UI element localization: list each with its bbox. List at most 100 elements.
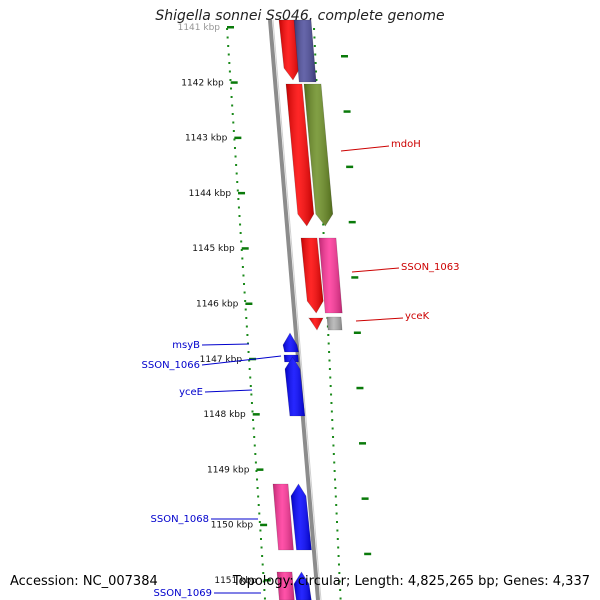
ruler-dot	[237, 198, 240, 200]
gene-label-leader	[201, 343, 250, 346]
ruler-dot	[228, 62, 231, 64]
ruler-dot	[232, 130, 235, 132]
cds-reverse-block-shading	[277, 572, 295, 600]
ruler-dot	[254, 461, 257, 464]
ruler-dot	[329, 385, 332, 387]
ruler-dot	[315, 79, 318, 81]
ruler-dot	[236, 181, 239, 183]
ruler-tick-label: 1146 kbp	[196, 300, 239, 310]
gene-label-leader	[355, 317, 404, 322]
ruler-tick-mark	[353, 331, 361, 334]
ruler-tick-mark	[234, 136, 242, 140]
backbone-line	[268, 19, 320, 600]
ruler-dot	[263, 597, 266, 600]
ruler-dot	[244, 300, 247, 302]
gene-block-mdoH-shading	[304, 84, 333, 226]
ruler-dot	[227, 53, 230, 56]
ruler-dot	[243, 291, 246, 294]
gene-block-SSON_1069-shading	[294, 572, 312, 600]
ruler-dot	[250, 402, 253, 404]
ruler-dot	[256, 487, 259, 489]
ruler-dot	[262, 572, 265, 574]
ruler-tick-mark	[351, 276, 359, 279]
cds-reverse-block-shading	[273, 484, 294, 550]
ruler-dot	[322, 232, 325, 234]
ruler-tick-mark	[341, 55, 348, 58]
ruler-dot	[315, 70, 318, 73]
ruler-dot	[339, 589, 342, 591]
gene-block-yceK-shading	[327, 317, 343, 330]
gene-block-yceE-shading	[285, 357, 305, 416]
ruler-dot	[249, 376, 252, 379]
ruler-tick-mark	[348, 220, 356, 224]
ruler-dot	[330, 402, 333, 404]
ruler-ticks: 1141 kbp 1142 kbp 1143 kbp 1144 kbp 1145 kbp…	[178, 23, 372, 586]
ruler-dot	[245, 317, 248, 319]
ruler-dot	[332, 436, 335, 438]
ruler-tick-mark	[238, 191, 246, 195]
accession-label: Accession: NC_007384	[10, 574, 158, 589]
ruler-dot	[231, 104, 234, 107]
ruler-dot	[257, 504, 260, 506]
gene-label-SSON_1069: SSON_1069	[154, 588, 213, 599]
ruler-tick-mark	[356, 386, 364, 390]
ruler-tick-label: 1145 kbp	[192, 244, 235, 254]
ruler-dot	[253, 436, 256, 438]
ruler-tick-mark	[245, 302, 253, 305]
ruler-dot	[248, 359, 251, 362]
ruler-dot	[322, 223, 325, 226]
ruler-dot	[313, 28, 316, 30]
cds-forward-block-shading	[308, 318, 323, 330]
cds-forward-block-shading	[286, 84, 314, 226]
ruler-dot	[327, 342, 330, 345]
ruler-dot	[241, 266, 244, 268]
ruler-dot	[255, 470, 258, 472]
gene-label-SSON_1068: SSON_1068	[151, 514, 210, 525]
backbone-highlight	[272, 19, 322, 600]
ruler-dot	[251, 410, 254, 413]
gene-label-yceK: yceK	[405, 311, 430, 322]
ruler-tick-label: 1142 kbp	[181, 78, 224, 88]
ruler-dot	[334, 495, 337, 498]
ruler-dot	[338, 580, 341, 583]
ruler-tick-label: 1149 kbp	[207, 465, 250, 475]
gene-labels: mdoH SSON_1063 yceK msyB SSON_1066 yceE SSON_1…	[142, 139, 460, 599]
ruler-dot	[260, 546, 263, 549]
ruler-dot	[332, 444, 335, 447]
ruler-dot	[328, 368, 331, 370]
ruler-tick-mark	[343, 110, 351, 113]
ruler-dot	[241, 257, 244, 260]
ruler-dot	[232, 121, 235, 124]
ruler-dot	[229, 79, 232, 81]
ruler-dot	[258, 521, 261, 523]
ruler-dot	[259, 538, 262, 540]
ruler-dot	[252, 427, 255, 430]
ruler-dot	[230, 96, 233, 98]
gene-block-SSON_1063-shading	[319, 238, 343, 313]
ruler-dot	[330, 393, 333, 396]
ruler-dot	[240, 240, 243, 243]
ruler-dot	[327, 334, 330, 336]
ruler-dot	[336, 538, 339, 540]
ruler-dot	[329, 376, 332, 379]
gene-label-mdoH: mdoH	[391, 139, 421, 150]
ruler-tick-mark	[346, 165, 354, 169]
ruler-dot	[231, 113, 234, 115]
ruler-dot	[236, 189, 239, 192]
ruler-tick-mark	[364, 552, 372, 556]
ruler-dot	[233, 138, 236, 141]
ruler-dot	[233, 147, 236, 149]
ruler-dot	[242, 274, 245, 277]
ruler-tick-mark	[230, 81, 238, 84]
ruler-dot	[338, 572, 341, 574]
ruler-dot	[240, 249, 243, 251]
ruler-dot	[261, 563, 264, 566]
ruler-dot	[244, 308, 247, 311]
ruler-tick-mark	[256, 468, 264, 471]
ruler-dot	[331, 419, 334, 421]
ruler-tick-label: 1148 kbp	[203, 410, 246, 420]
ruler-dot	[253, 444, 256, 447]
ruler-dot	[250, 393, 253, 396]
ruler-dot	[254, 453, 257, 455]
ruler-dot	[334, 487, 337, 489]
